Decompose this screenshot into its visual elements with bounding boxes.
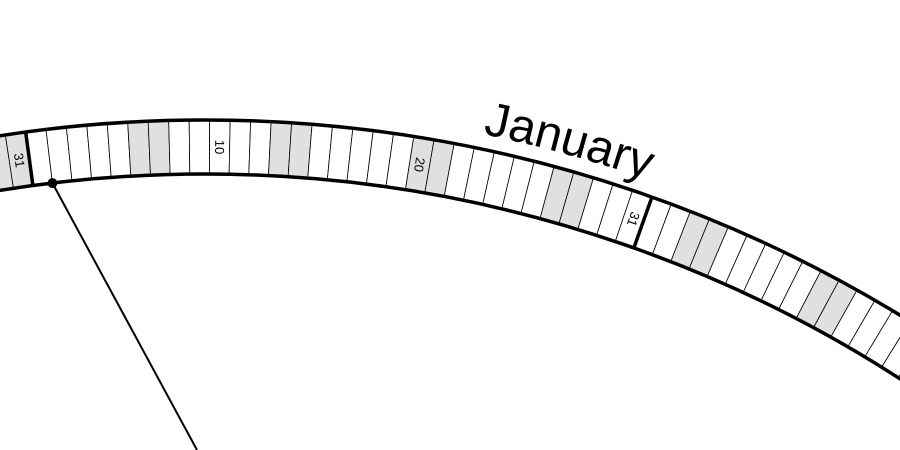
date-pointer-dot [47, 178, 58, 189]
ring-outer-edge [0, 118, 900, 318]
date-pointer-line [51, 182, 198, 450]
day-cell [188, 119, 211, 175]
day-cell [228, 119, 252, 176]
day-label-prev-31: 31 [11, 152, 28, 168]
month-divider-jan-feb [632, 196, 654, 249]
day-label-31: 31 [624, 210, 643, 229]
day-cell-weekend [268, 121, 293, 178]
month-divider-dec-jan [23, 131, 35, 186]
day-cell [168, 119, 191, 175]
day-cell [248, 120, 272, 176]
day-cell [106, 121, 132, 178]
day-cell-weekend [147, 120, 171, 176]
day-label-20: 20 [411, 156, 428, 173]
month-dividers [23, 131, 654, 249]
day-label-10: 10 [212, 140, 227, 155]
day-cell-weekend [127, 120, 151, 177]
ring-inner-edge [0, 172, 900, 382]
day-cells [0, 119, 900, 380]
